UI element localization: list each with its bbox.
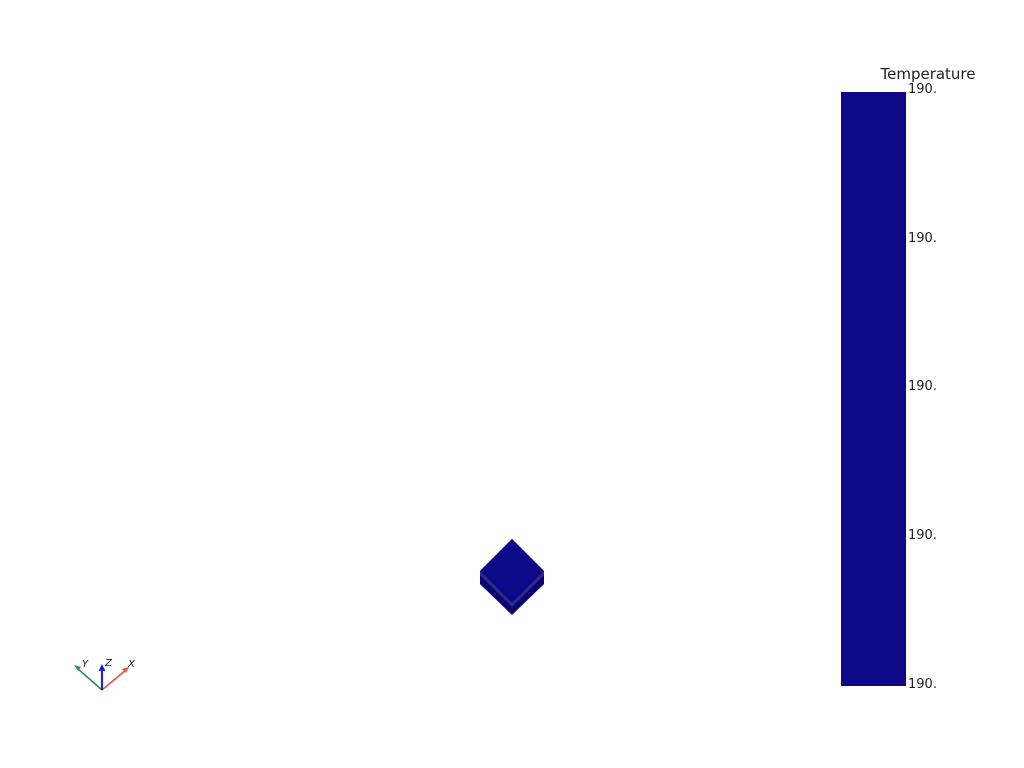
x-axis-arrowhead [122,667,129,673]
y-axis-arrow [76,667,103,691]
cube-mesh[interactable] [470,530,560,625]
scalar-bar-tick-label: 190. [908,231,937,246]
x-axis-label: X [127,659,136,670]
y-axis-label: Y [82,659,89,670]
scalar-bar-tick-label: 190. [908,677,937,692]
y-axis-arrowhead [74,665,81,671]
scalar-bar-tick-label: 190. [908,528,937,543]
scalar-bar-tick-label: 190. [908,379,937,394]
scalar-bar-tick-label: 190. [908,82,937,97]
cube-top-face-highlight [480,539,544,603]
z-axis-label: Z [104,658,113,669]
scalar-bar-title: Temperature [880,65,976,83]
x-axis-arrow [101,669,127,691]
z-axis-arrowhead [98,664,106,671]
orientation-axes-widget: Y Z X [74,658,136,691]
scalar-bar [841,92,906,686]
cube-side-band [480,571,544,614]
